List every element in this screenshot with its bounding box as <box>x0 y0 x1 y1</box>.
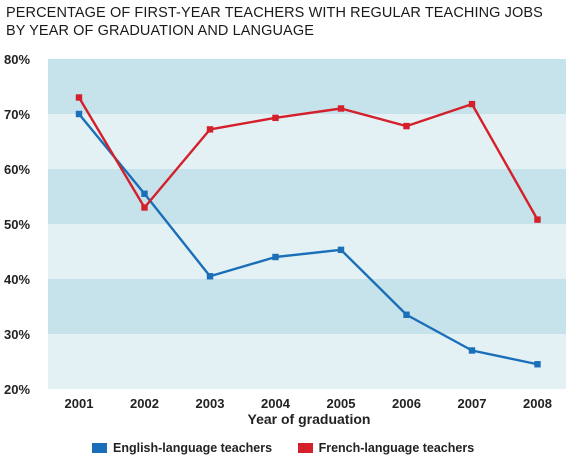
x-tick-label: 2006 <box>392 396 421 411</box>
legend-item-english: English-language teachers <box>92 441 272 455</box>
y-tick-label: 50% <box>4 217 30 232</box>
data-point-french <box>337 105 345 112</box>
x-tick-label: 2008 <box>523 396 552 411</box>
x-axis-label: Year of graduation <box>248 411 371 427</box>
x-axis-ticks: 2001 2002 2003 2004 2005 2006 2007 2008 <box>65 396 552 411</box>
plot-band <box>48 59 566 114</box>
chart-title-line-2: BY YEAR OF GRADUATION AND LANGUAGE <box>6 23 314 39</box>
data-point-english <box>75 110 83 118</box>
y-tick-label: 30% <box>4 327 30 342</box>
data-point-english <box>468 347 476 354</box>
y-tick-label: 40% <box>4 272 30 287</box>
series-line-english <box>78 113 538 366</box>
series-lines <box>77 96 539 366</box>
chart-title-line-1: PERCENTAGE OF FIRST-YEAR TEACHERS WITH R… <box>6 5 543 21</box>
legend-swatch-french <box>297 443 313 453</box>
plot-band <box>48 169 566 224</box>
data-point-french <box>272 114 279 122</box>
series-markers <box>75 94 541 368</box>
x-tick-label: 2003 <box>196 396 225 411</box>
data-point-english <box>403 311 410 318</box>
plot-band <box>48 334 566 389</box>
data-point-french <box>468 100 476 108</box>
y-tick-label: 70% <box>4 107 30 122</box>
data-point-english <box>337 246 345 254</box>
data-point-english <box>534 361 541 368</box>
x-tick-label: 2004 <box>261 396 291 411</box>
data-point-english <box>206 273 214 280</box>
data-point-english <box>272 253 279 261</box>
x-tick-label: 2007 <box>458 396 487 411</box>
series-line-french <box>77 96 539 221</box>
x-tick-label: 2001 <box>65 396 94 411</box>
line-chart: 20%30%40%50%60%70%80% 2001 2002 2003 2004 20… <box>4 52 566 427</box>
y-tick-label: 80% <box>4 52 30 67</box>
data-point-french <box>141 204 148 211</box>
legend-label-french: French-language teachers <box>318 441 475 455</box>
plot-bands <box>48 59 566 389</box>
chart-title: PERCENTAGE OF FIRST-YEAR TEACHERS WITH R… <box>6 4 566 40</box>
data-point-french <box>534 216 541 223</box>
legend-swatch-english <box>92 443 107 453</box>
plot-band <box>48 224 566 279</box>
data-point-french <box>206 126 214 133</box>
y-tick-label: 20% <box>4 382 30 397</box>
x-tick-label: 2002 <box>130 396 159 411</box>
data-point-french <box>403 122 410 130</box>
legend: English-language teachers French-languag… <box>92 441 496 455</box>
y-axis-ticks: 20% 30% 40% 50% 60% 70% 80% <box>4 52 30 397</box>
x-tick-label: 2005 <box>327 396 356 411</box>
plot-band <box>48 114 566 169</box>
data-point-english <box>141 190 148 197</box>
y-tick-label: 60% <box>4 162 30 177</box>
plot-band <box>48 279 566 334</box>
data-point-french <box>75 94 83 101</box>
legend-label-english: English-language teachers <box>113 441 273 455</box>
legend-item-french: French-language teachers <box>297 441 475 455</box>
